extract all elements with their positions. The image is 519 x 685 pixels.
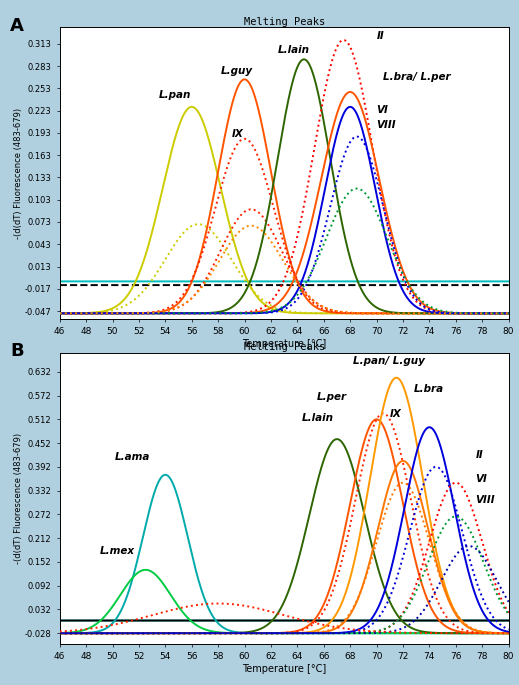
Title: Melting Peaks: Melting Peaks: [243, 16, 325, 27]
Text: IX: IX: [231, 129, 243, 138]
Text: IX: IX: [390, 409, 402, 419]
X-axis label: Temperature [°C]: Temperature [°C]: [242, 664, 326, 674]
Text: L.guy: L.guy: [221, 66, 253, 76]
Text: L.lain: L.lain: [278, 45, 309, 55]
Title: Melting Peaks: Melting Peaks: [243, 342, 325, 352]
Text: L.lain: L.lain: [302, 413, 333, 423]
Text: II: II: [475, 450, 483, 460]
Text: B: B: [10, 342, 24, 360]
Text: A: A: [10, 17, 24, 35]
X-axis label: Temperature [°C]: Temperature [°C]: [242, 338, 326, 349]
Text: VI: VI: [377, 105, 388, 115]
Text: L.pan: L.pan: [159, 90, 191, 100]
Y-axis label: -(d(dT) Fluorescence (483-679): -(d(dT) Fluorescence (483-679): [14, 108, 23, 238]
Text: VIII: VIII: [377, 120, 396, 129]
Y-axis label: -(d(dT) Fluorescence (483-679): -(d(dT) Fluorescence (483-679): [14, 433, 23, 564]
Text: VI: VI: [475, 473, 487, 484]
Text: L.bra/ L.per: L.bra/ L.per: [383, 72, 451, 82]
Text: L.ama: L.ama: [115, 451, 151, 462]
Text: L.bra: L.bra: [414, 384, 444, 394]
Text: II: II: [377, 31, 385, 40]
Text: L.per: L.per: [317, 393, 347, 402]
Text: L.pan/ L.guy: L.pan/ L.guy: [353, 356, 425, 366]
Text: VIII: VIII: [475, 495, 495, 506]
Text: L.mex: L.mex: [99, 546, 134, 556]
